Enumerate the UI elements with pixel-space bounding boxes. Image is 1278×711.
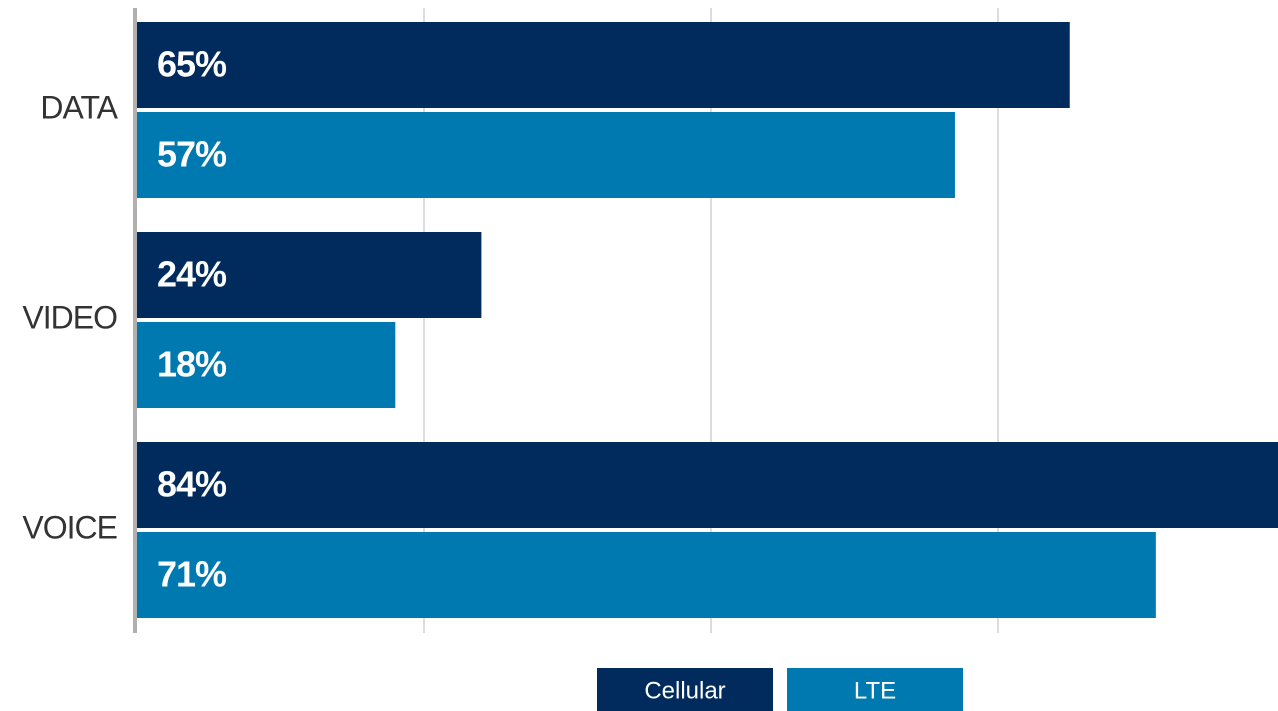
category-label: VIDEO [22, 299, 117, 335]
bar [137, 112, 955, 198]
category-label: DATA [40, 89, 118, 125]
legend-label: Cellular [644, 677, 725, 704]
value-label: 71% [157, 554, 227, 595]
bar [137, 232, 482, 318]
legend-swatch [787, 668, 963, 711]
category-label: VOICE [22, 509, 117, 545]
bar [137, 442, 1278, 528]
value-label: 18% [157, 344, 227, 385]
legend-label: LTE [854, 677, 896, 704]
value-label: 65% [157, 44, 227, 85]
value-label: 57% [157, 134, 227, 175]
bar [137, 322, 396, 408]
bar [137, 22, 1070, 108]
legend-swatch [597, 668, 773, 711]
value-label: 24% [157, 254, 227, 295]
bar [137, 532, 1156, 618]
value-label: 84% [157, 464, 227, 505]
